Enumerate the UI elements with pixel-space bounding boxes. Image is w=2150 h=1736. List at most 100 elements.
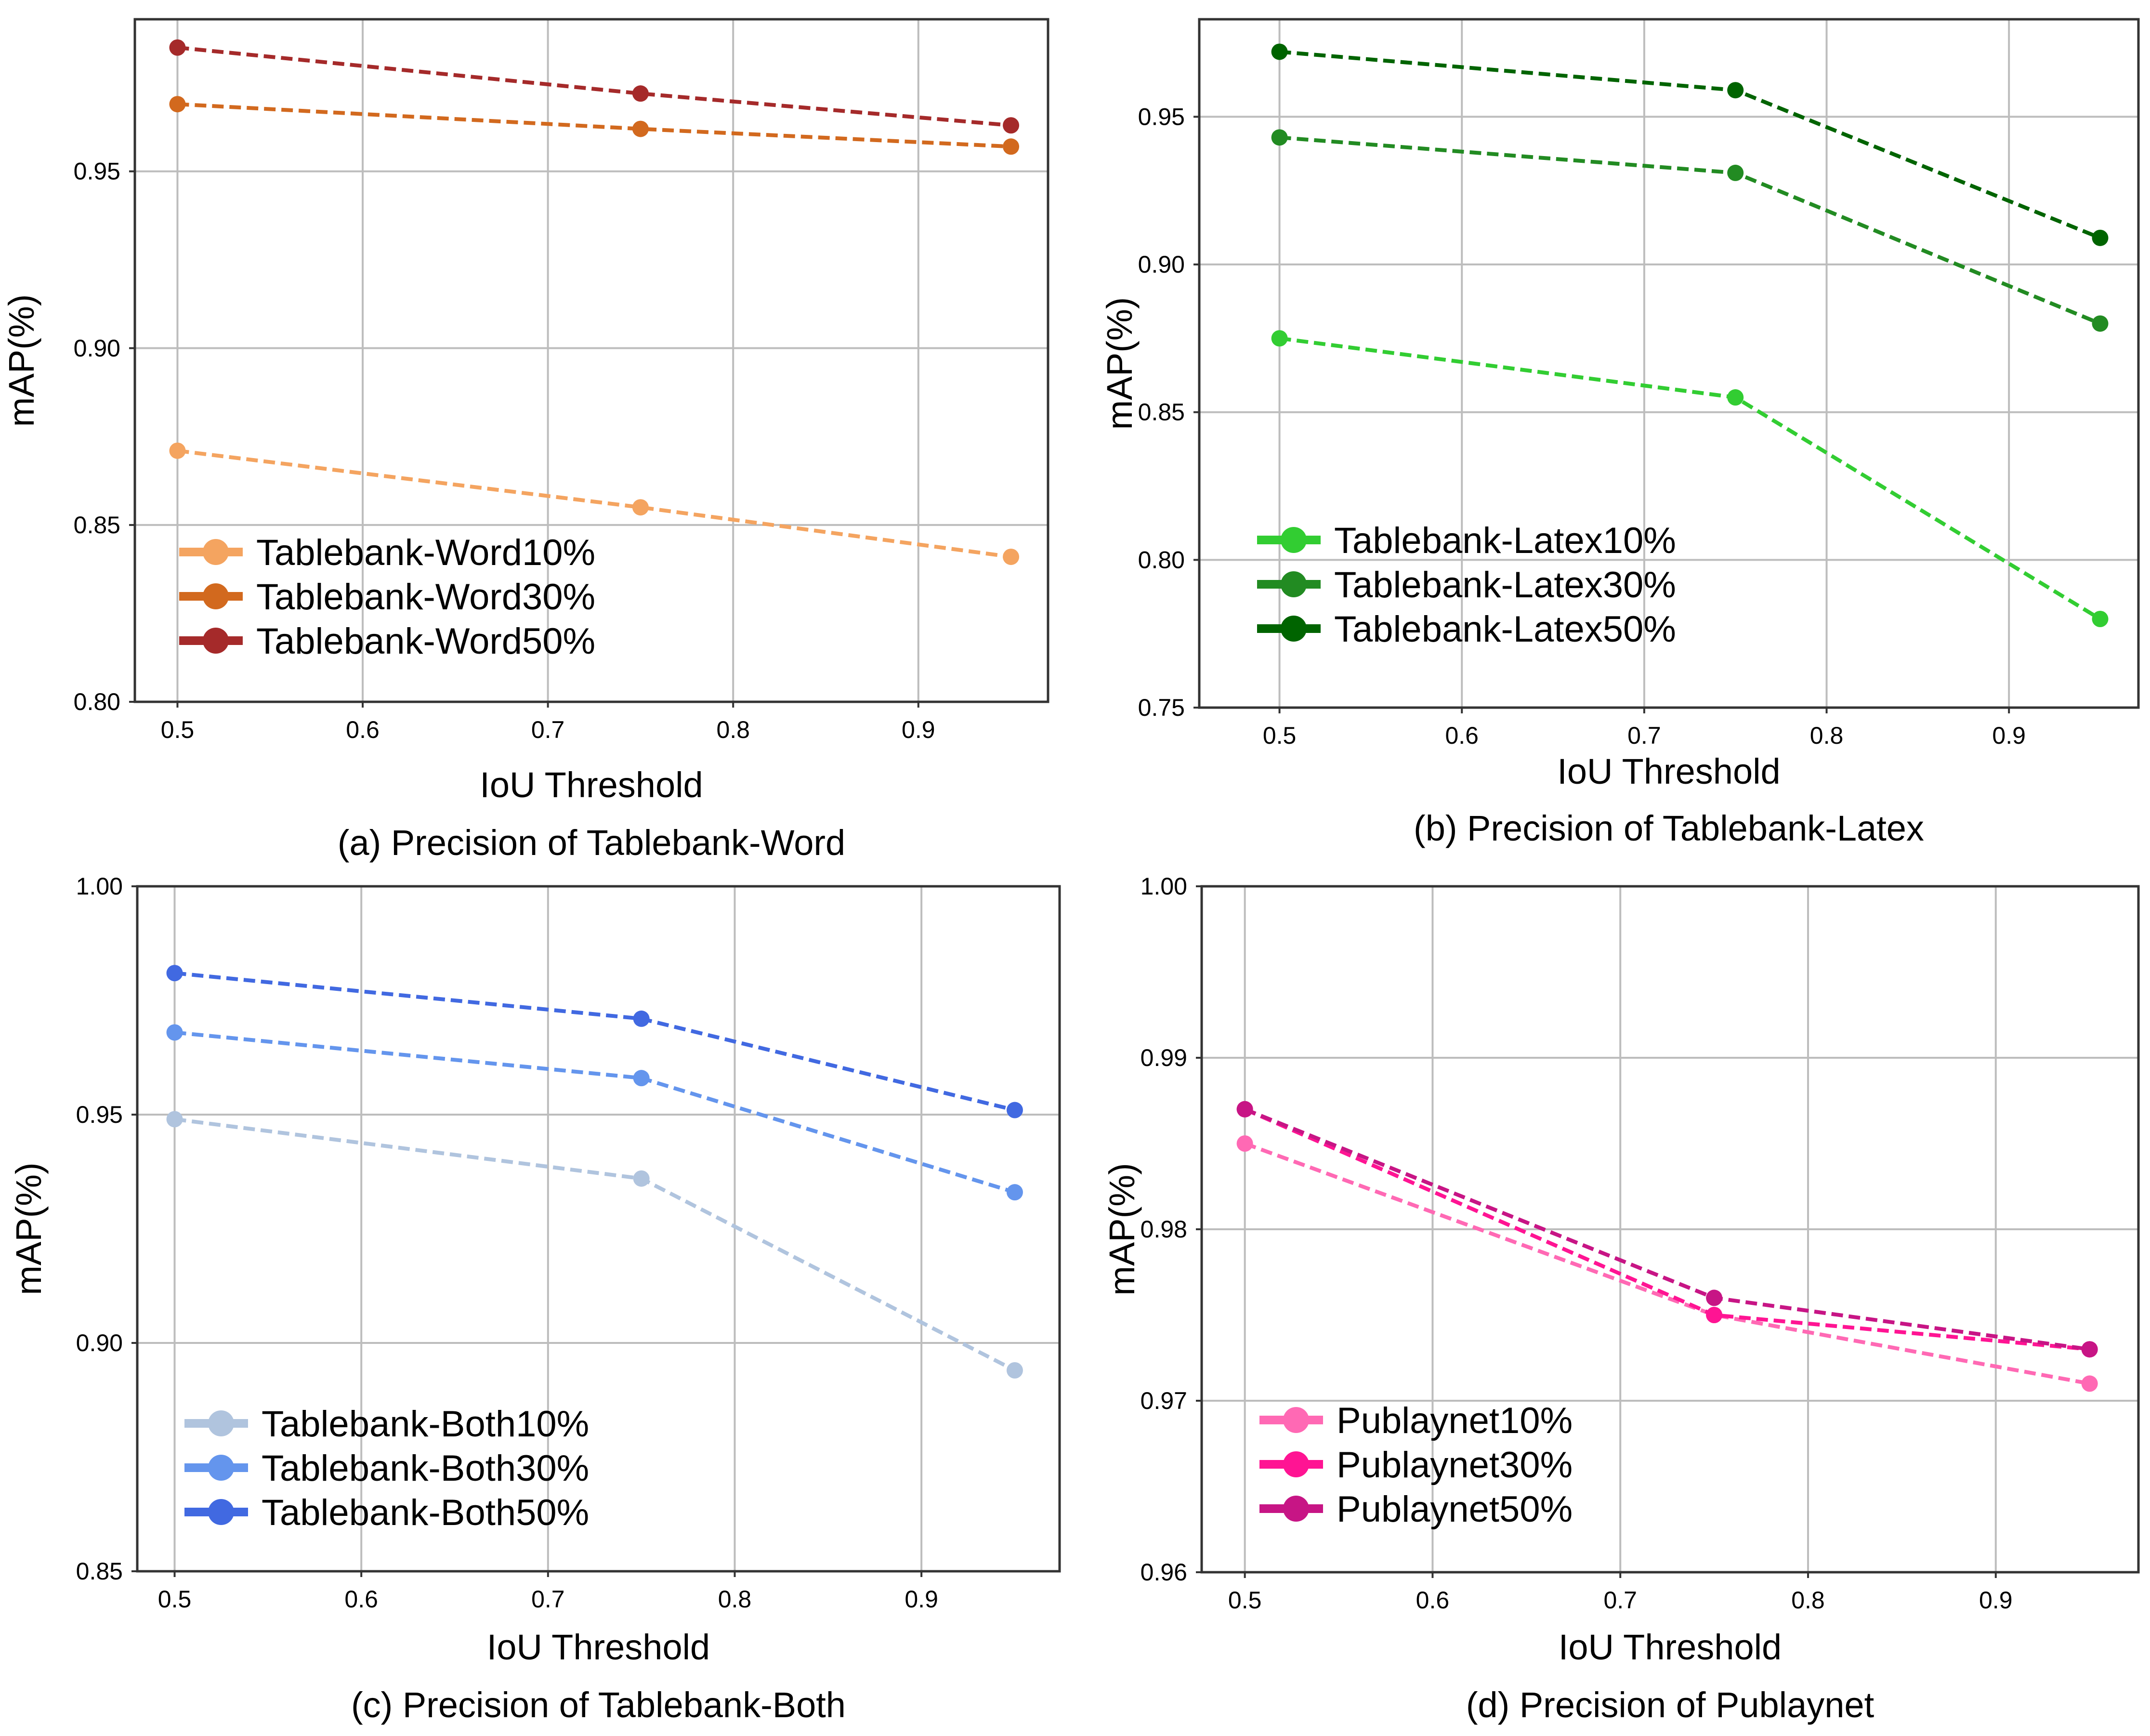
legend-marker [1283, 1451, 1309, 1477]
x-tick-label: 0.8 [1810, 722, 1844, 749]
y-tick-label: 0.80 [1138, 546, 1185, 573]
legend-marker [1283, 1496, 1309, 1522]
x-tick-label: 0.5 [158, 1586, 192, 1613]
x-tick-label: 0.5 [161, 716, 195, 743]
plot-frame [136, 885, 1061, 1573]
y-tick-label: 1.00 [76, 873, 123, 900]
legend-marker [1281, 616, 1307, 642]
x-tick-label: 0.5 [1228, 1587, 1262, 1614]
series-line-Tablebank-Both10% [174, 1117, 1016, 1372]
y-tick-label: 0.85 [1138, 399, 1185, 426]
x-tick-label: 0.8 [718, 1586, 752, 1613]
legend-entry-label: Tablebank-Latex50% [1334, 609, 1676, 650]
x-axis-label: IoU Threshold [1559, 1627, 1782, 1667]
panel-caption: (c) Precision of Tablebank-Both [351, 1685, 846, 1725]
data-point [1003, 548, 1020, 565]
x-tick-label: 0.7 [531, 1586, 565, 1613]
data-point [169, 442, 186, 459]
legend-marker [203, 539, 229, 565]
series-line-Tablebank-Word30% [177, 102, 1011, 149]
x-tick-label: 0.6 [346, 716, 380, 743]
data-point [1006, 1362, 1023, 1379]
series-line-Tablebank-Word50% [177, 45, 1011, 128]
legend-entry-label: Tablebank-Latex10% [1334, 520, 1676, 561]
series-line-Tablebank-Both30% [174, 1030, 1016, 1194]
y-tick-label: 0.95 [76, 1101, 123, 1128]
legend-entry-label: Publaynet30% [1337, 1445, 1573, 1486]
data-point [169, 39, 186, 56]
legend-entry-label: Tablebank-Latex30% [1334, 565, 1676, 605]
data-point [1727, 389, 1744, 406]
panel-caption: (a) Precision of Tablebank-Word [338, 823, 845, 863]
x-tick-label: 0.9 [1979, 1587, 2013, 1614]
data-point [1727, 82, 1744, 99]
legend-marker [1283, 1407, 1309, 1433]
y-tick-label: 0.95 [1138, 103, 1185, 130]
series-line-Tablebank-Latex50% [1279, 50, 2101, 240]
x-tick-label: 0.8 [716, 716, 750, 743]
chart-panel-b: 0.5 0.6 0.7 0.8 0.9 0.75 0.80 0.85 0.90 0.95 IoU T… [1100, 18, 2140, 848]
data-point [2081, 1341, 2098, 1358]
x-tick-label: 0.7 [1627, 722, 1661, 749]
legend: Publaynet10%Publaynet30%Publaynet50% [1259, 1400, 1573, 1530]
y-tick-label: 0.85 [76, 1558, 123, 1585]
x-tick-label: 0.5 [1263, 722, 1297, 749]
data-point [1006, 1102, 1023, 1118]
data-point [166, 1111, 183, 1128]
data-point [166, 965, 183, 982]
legend-entry-label: Tablebank-Both10% [262, 1404, 589, 1445]
x-tick-label: 0.9 [902, 716, 935, 743]
x-axis-label: IoU Threshold [487, 1627, 710, 1667]
plot-frame [1198, 18, 2140, 709]
y-axis-label: mAP(%) [1102, 1163, 1142, 1295]
x-tick-label: 0.9 [1992, 722, 2026, 749]
legend-marker [208, 1410, 234, 1436]
legend-entry-label: Tablebank-Word30% [256, 577, 595, 618]
legend-entry-label: Tablebank-Both50% [262, 1492, 589, 1533]
legend-entry-label: Tablebank-Word10% [256, 532, 595, 573]
chart-panel-a: 0.5 0.6 0.7 0.8 0.9 0.80 0.85 0.90 0.95 IoU Thres… [1, 18, 1049, 863]
data-point [166, 1024, 183, 1041]
y-tick-label: 0.99 [1141, 1044, 1187, 1071]
data-point [633, 1010, 650, 1027]
x-tick-label: 0.6 [1416, 1587, 1450, 1614]
chart-panel-d: 0.5 0.6 0.7 0.8 0.9 0.96 0.97 0.98 0.99 1.00 IoU T… [1102, 873, 2140, 1725]
plot-frame [133, 18, 1049, 703]
x-axis-label: IoU Threshold [480, 765, 703, 805]
x-tick-label: 0.7 [1603, 1587, 1637, 1614]
legend-marker [203, 628, 229, 654]
series-line-Tablebank-Both50% [174, 971, 1015, 1112]
chart-panel-c: 0.5 0.6 0.7 0.8 0.9 0.85 0.90 0.95 1.00 IoU Thres… [9, 873, 1061, 1725]
series-line-Publaynet10% [1244, 1142, 2090, 1386]
data-point [2092, 229, 2109, 246]
series-line-Tablebank-Latex30% [1279, 135, 2101, 326]
data-point [633, 1170, 650, 1187]
x-tick-label: 0.8 [1791, 1587, 1825, 1614]
x-tick-label: 0.7 [531, 716, 565, 743]
data-point [1727, 164, 1744, 181]
legend-entry-label: Tablebank-Both30% [262, 1448, 589, 1489]
legend-marker [203, 583, 229, 609]
y-tick-label: 0.95 [74, 158, 120, 185]
legend-marker [1281, 527, 1307, 553]
data-point [632, 85, 649, 102]
x-axis-label: IoU Threshold [1557, 751, 1780, 791]
data-point [1236, 1135, 1253, 1152]
y-tick-label: 0.75 [1138, 694, 1185, 721]
data-point [632, 120, 649, 137]
legend: Tablebank-Word10%Tablebank-Word30%Tableb… [179, 532, 595, 662]
data-point [2081, 1375, 2098, 1392]
legend-marker [1281, 571, 1307, 597]
y-tick-label: 0.98 [1141, 1216, 1187, 1243]
data-point [1236, 1101, 1253, 1118]
y-tick-label: 0.90 [76, 1329, 123, 1356]
y-tick-label: 0.90 [74, 335, 120, 362]
panel-caption: (d) Precision of Publaynet [1466, 1685, 1875, 1725]
y-tick-label: 0.90 [1138, 251, 1185, 278]
legend-entry-label: Publaynet10% [1337, 1400, 1573, 1441]
data-point [2092, 611, 2109, 628]
data-point [1003, 117, 1020, 134]
panel-caption: (b) Precision of Tablebank-Latex [1414, 808, 1924, 848]
data-point [1706, 1289, 1723, 1306]
data-point [632, 499, 649, 516]
